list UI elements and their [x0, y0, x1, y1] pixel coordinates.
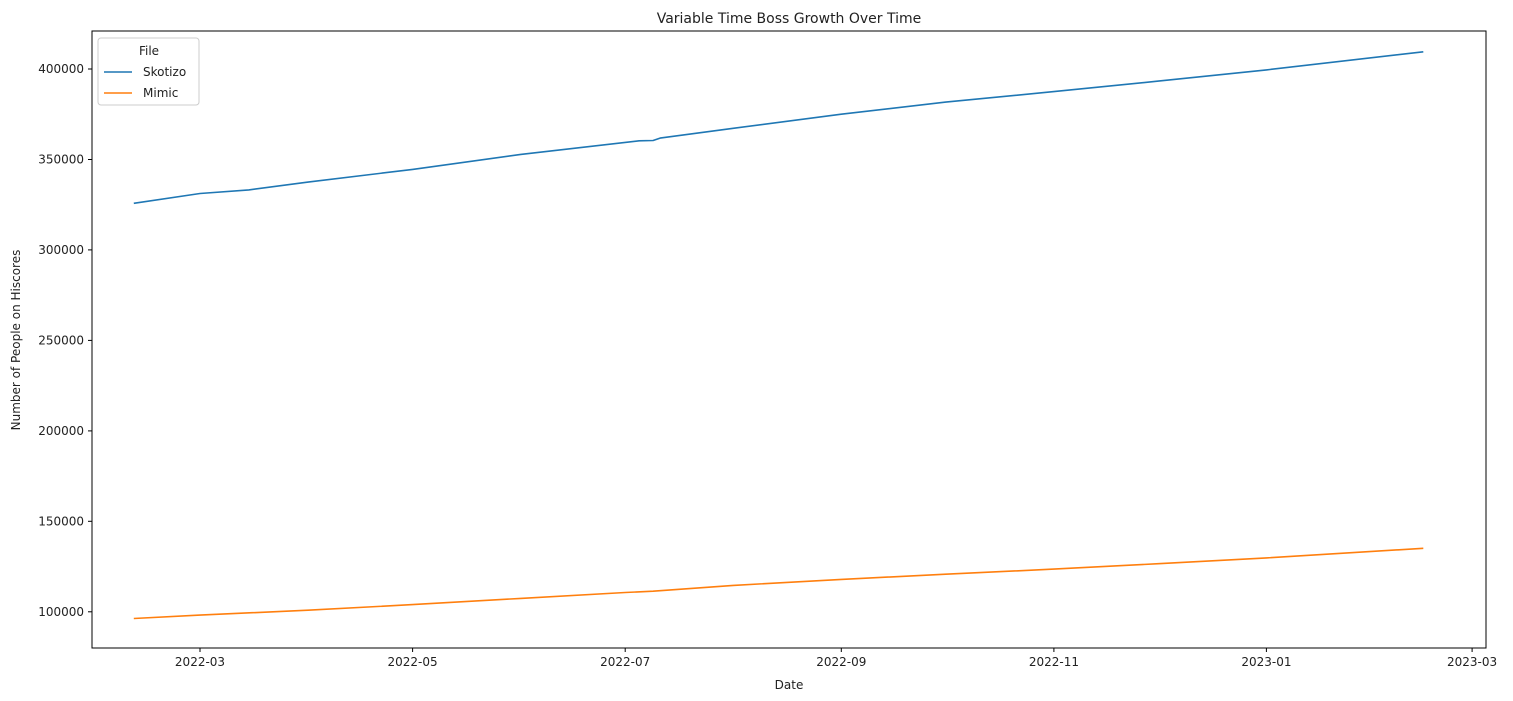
plot-area — [91, 30, 1487, 649]
legend-entry-skotizo: Skotizo — [143, 65, 186, 79]
series-line-mimic — [133, 547, 1424, 620]
x-axis-label: Date — [775, 678, 804, 692]
x-tick-label: 2023-03 — [1447, 655, 1497, 669]
chart-title: Variable Time Boss Growth Over Time — [657, 11, 922, 27]
legend-title: File — [139, 44, 159, 58]
x-tick-label: 2022-11 — [1029, 655, 1079, 669]
x-tick-label: 2022-03 — [175, 655, 225, 669]
x-tick-label: 2022-07 — [600, 655, 650, 669]
x-tick-label: 2022-09 — [816, 655, 866, 669]
series-line-skotizo — [133, 51, 1424, 205]
x-axis: 2022-03 2022-05 2022-07 2022-09 2022-11 2023-… — [175, 648, 1497, 669]
y-axis: 100000 150000 200000 250000 300000 350000 4000… — [38, 62, 92, 619]
legend-box — [97, 37, 200, 106]
y-tick-label: 100000 — [38, 605, 84, 619]
y-tick-label: 300000 — [38, 243, 84, 257]
plot-border — [91, 30, 1487, 649]
legend: File Skotizo Mimic — [97, 37, 200, 106]
y-tick-label: 250000 — [38, 333, 84, 347]
y-tick-label: 200000 — [38, 424, 84, 438]
x-tick-label: 2023-01 — [1241, 655, 1291, 669]
x-tick-label: 2022-05 — [388, 655, 438, 669]
y-axis-label: Number of People on Hiscores — [9, 250, 23, 431]
y-tick-label: 400000 — [38, 62, 84, 76]
series-lines — [133, 51, 1424, 620]
y-tick-label: 350000 — [38, 153, 84, 167]
legend-entry-mimic: Mimic — [143, 86, 178, 100]
y-tick-label: 150000 — [38, 514, 84, 528]
